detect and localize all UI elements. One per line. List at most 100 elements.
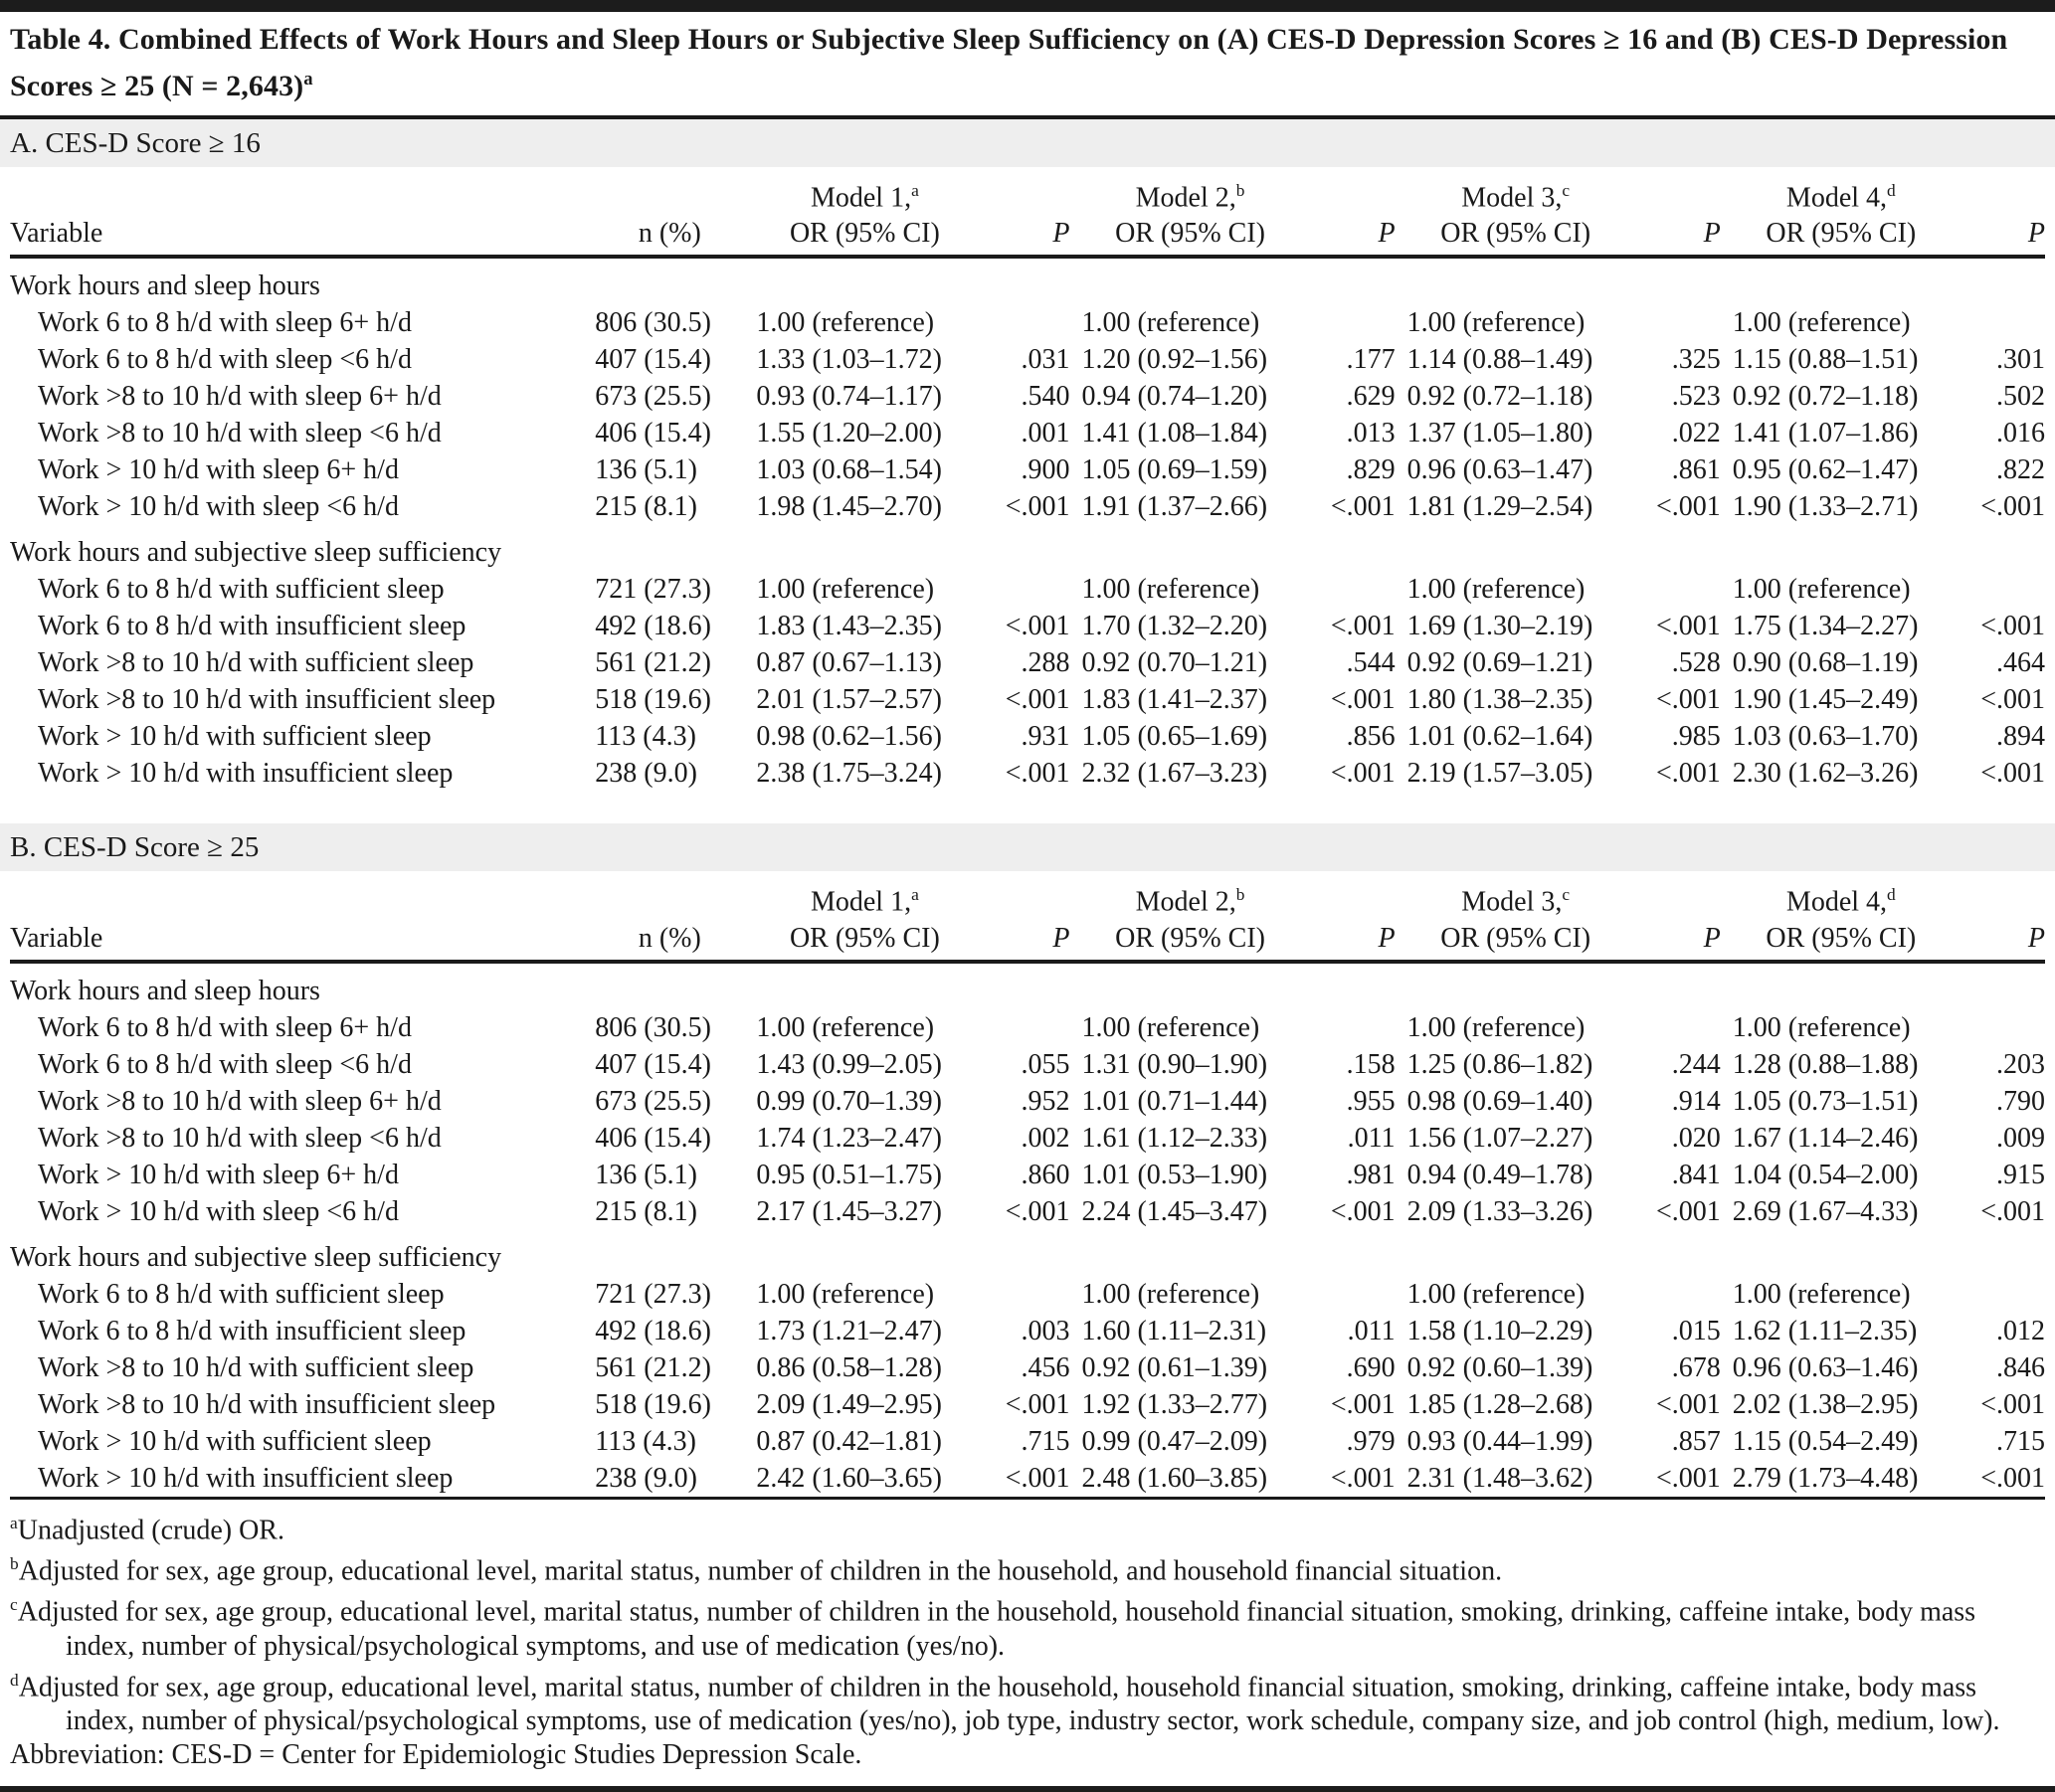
cell-m3: 0.93 (0.44–1.99)	[1406, 1425, 1593, 1457]
cell-m2: 2.48 (1.60–3.85)	[1081, 1462, 1268, 1494]
cell-p4: .016	[1996, 418, 2045, 449]
footnote-marker: d	[10, 1670, 19, 1690]
model-header-row: Model 1,a Model 2,b Model 3,c Model 4,d	[10, 871, 2045, 920]
spacer-cell	[10, 167, 595, 216]
model-4-header: Model 4,d	[1721, 167, 1962, 216]
panel-a-heading: A. CES-D Score ≥ 16	[0, 119, 2055, 167]
spacer-cell	[985, 167, 1069, 216]
cell-m4: 1.75 (1.34–2.27)	[1732, 611, 1919, 642]
or-column-header: OR (95% CI)	[744, 920, 986, 964]
model-4-label: Model 4,	[1785, 886, 1888, 918]
model-3-footnote-marker: c	[1562, 885, 1571, 905]
cell-p2: <.001	[1330, 611, 1396, 642]
cell-p2: .690	[1346, 1351, 1396, 1383]
table-row: Work >8 to 10 h/d with sufficient sleep 5…	[10, 644, 2045, 681]
cell-m4: 1.04 (0.54–2.00)	[1732, 1159, 1919, 1190]
cell-m1: 1.00 (reference)	[756, 574, 935, 606]
cell-m2: 0.99 (0.47–2.09)	[1081, 1425, 1268, 1457]
cell-p4: <.001	[1980, 1195, 2045, 1227]
cell-p2: .177	[1346, 344, 1396, 376]
cell-n: 492 (18.6)	[595, 611, 711, 642]
footnote-text: Unadjusted (crude) OR.	[17, 1514, 284, 1545]
cell-m4: 1.15 (0.54–2.49)	[1732, 1425, 1919, 1457]
cell-m1: 1.74 (1.23–2.47)	[756, 1122, 942, 1154]
table-title: Table 4. Combined Effects of Work Hours …	[10, 12, 2045, 115]
cell-p3	[1636, 1276, 1721, 1313]
cell-m2: 0.92 (0.70–1.21)	[1081, 647, 1268, 679]
cell-n: 406 (15.4)	[595, 1122, 711, 1154]
cell-p2: .979	[1346, 1425, 1396, 1457]
cell-p4	[1962, 1009, 2045, 1046]
cell-p2: <.001	[1330, 1388, 1396, 1420]
cell-m3: 1.00 (reference)	[1406, 307, 1586, 339]
cell-m4: 1.03 (0.63–1.70)	[1732, 721, 1919, 753]
cell-p4: <.001	[1980, 491, 2045, 523]
cell-m3: 1.25 (0.86–1.82)	[1406, 1048, 1593, 1080]
cell-n: 238 (9.0)	[595, 1462, 697, 1494]
cell-m2: 1.01 (0.53–1.90)	[1081, 1159, 1268, 1190]
cell-p1: .715	[1021, 1425, 1070, 1457]
cell-p4: .301	[1996, 344, 2045, 376]
cell-p1: .860	[1021, 1159, 1070, 1190]
cell-p4: .915	[1996, 1159, 2045, 1190]
cell-m1: 1.43 (0.99–2.05)	[756, 1048, 942, 1080]
cell-p4: .009	[1996, 1122, 2045, 1154]
cell-variable: Work >8 to 10 h/d with sleep 6+ h/d	[38, 381, 442, 413]
cell-variable: Work >8 to 10 h/d with sleep <6 h/d	[38, 1122, 442, 1154]
cell-n: 561 (21.2)	[595, 647, 711, 679]
cell-m1: 0.87 (0.67–1.13)	[756, 647, 942, 679]
or-column-header: OR (95% CI)	[1069, 216, 1311, 260]
cell-p1: .931	[1021, 721, 1070, 753]
cell-p3: <.001	[1655, 611, 1721, 642]
cell-p3: .857	[1671, 1425, 1721, 1457]
panel-b-table: Model 1,a Model 2,b Model 3,c Model 4,d …	[10, 871, 2045, 1496]
cell-n: 406 (15.4)	[595, 418, 711, 449]
table-row: Work > 10 h/d with sufficient sleep 113 (…	[10, 1423, 2045, 1460]
cell-m1: 0.99 (0.70–1.39)	[756, 1085, 942, 1117]
section-label: Work hours and subjective sleep sufficie…	[10, 1241, 502, 1273]
cell-p3: <.001	[1655, 1462, 1721, 1494]
cell-n: 407 (15.4)	[595, 1048, 711, 1080]
table-row: Work > 10 h/d with sufficient sleep 113 (…	[10, 718, 2045, 755]
cell-n: 518 (19.6)	[595, 684, 711, 716]
panel-b-heading: B. CES-D Score ≥ 25	[0, 823, 2055, 872]
spacer-cell	[1962, 871, 2045, 920]
cell-p3: <.001	[1655, 758, 1721, 790]
table-title-text: Table 4. Combined Effects of Work Hours …	[10, 23, 2008, 102]
cell-variable: Work > 10 h/d with sleep <6 h/d	[38, 1195, 399, 1227]
table-row: Work >8 to 10 h/d with sufficient sleep 5…	[10, 1349, 2045, 1386]
model-3-label: Model 3,	[1461, 886, 1563, 918]
cell-m2: 2.32 (1.67–3.23)	[1081, 758, 1268, 790]
cell-m2: 1.83 (1.41–2.37)	[1081, 684, 1268, 716]
cell-p1: .055	[1021, 1048, 1070, 1080]
cell-m1: 1.33 (1.03–1.72)	[756, 344, 942, 376]
model-1-header: Model 1,a	[744, 871, 985, 920]
model-1-label: Model 1,	[810, 886, 912, 918]
cell-variable: Work >8 to 10 h/d with insufficient slee…	[38, 1388, 496, 1420]
p-column-header: P	[1635, 216, 1721, 260]
cell-m3: 0.92 (0.69–1.21)	[1406, 647, 1593, 679]
cell-p2: .544	[1346, 647, 1396, 679]
cell-m2: 1.01 (0.71–1.44)	[1081, 1085, 1268, 1117]
p-column-header: P	[985, 920, 1070, 964]
cell-n: 136 (5.1)	[595, 1159, 697, 1190]
column-header-row: Variable n (%) OR (95% CI) P OR (95% CI)…	[10, 920, 2045, 964]
cell-n: 561 (21.2)	[595, 1351, 711, 1383]
cell-p2	[1311, 1276, 1396, 1313]
spacer-cell	[595, 167, 744, 216]
cell-m1: 1.03 (0.68–1.54)	[756, 454, 942, 486]
top-rule	[0, 0, 2055, 12]
model-3-label: Model 3,	[1461, 182, 1563, 214]
section-row: Work hours and subjective sleep sufficie…	[10, 1230, 2045, 1276]
n-column-header: n (%)	[595, 216, 745, 260]
cell-m2: 1.92 (1.33–2.77)	[1081, 1388, 1268, 1420]
cell-p1: .900	[1021, 454, 1070, 486]
cell-p4: .203	[1996, 1048, 2045, 1080]
cell-m2: 1.05 (0.69–1.59)	[1081, 454, 1268, 486]
cell-p1: .952	[1021, 1085, 1070, 1117]
cell-m2: 1.61 (1.12–2.33)	[1081, 1122, 1268, 1154]
cell-p3: .678	[1671, 1351, 1721, 1383]
cell-n: 806 (30.5)	[595, 1011, 711, 1043]
cell-m2: 0.94 (0.74–1.20)	[1081, 381, 1268, 413]
cell-p1	[985, 571, 1069, 608]
